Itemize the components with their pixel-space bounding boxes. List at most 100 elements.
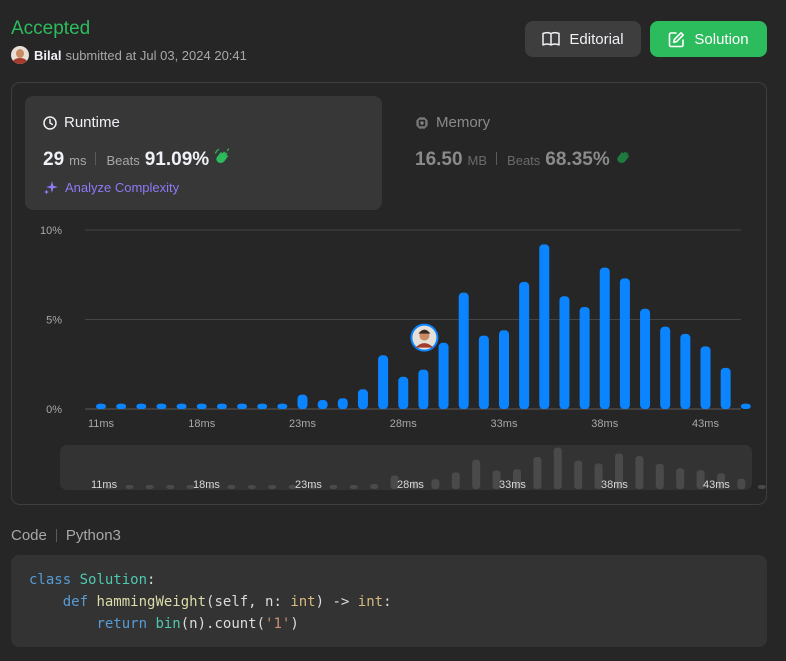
divider	[55, 529, 57, 542]
memory-beats-label: Beats	[507, 153, 541, 168]
chart-bar[interactable]	[418, 369, 429, 409]
runtime-metric: 29 ms Beats 91.09%	[43, 147, 231, 171]
chart-bar[interactable]	[357, 389, 368, 409]
book-icon	[542, 31, 561, 46]
editorial-label: Editorial	[569, 30, 624, 48]
chart-bar[interactable]	[257, 403, 268, 409]
analyze-complexity-link[interactable]: Analyze Complexity	[43, 179, 179, 195]
chart-bar[interactable]	[156, 403, 167, 409]
chart-bar[interactable]	[176, 403, 187, 409]
chart-bar[interactable]	[599, 267, 610, 409]
user-name[interactable]: Bilal	[34, 47, 62, 63]
chart-bar[interactable]	[277, 403, 288, 409]
results-panel	[11, 82, 767, 505]
avatar[interactable]	[11, 46, 29, 64]
submitter-info: Bilal submitted at Jul 03, 2024 20:41	[11, 46, 247, 64]
chart-bar[interactable]	[237, 403, 248, 409]
minimap-bar	[309, 485, 317, 489]
minimap-bar	[288, 485, 297, 489]
chart-bar[interactable]	[317, 400, 328, 409]
divider	[496, 152, 498, 165]
x-tick-label: 43ms	[692, 418, 719, 430]
user-position-avatar[interactable]	[410, 323, 439, 352]
chart-bar[interactable]	[640, 308, 651, 409]
chart-bar[interactable]	[378, 355, 389, 409]
minimap-label: 11ms	[91, 479, 118, 491]
minimap-bar	[390, 475, 399, 489]
minimap-bar	[268, 485, 277, 489]
chart-bar[interactable]	[216, 403, 227, 409]
minimap-bar	[227, 485, 236, 489]
chart-bar[interactable]	[478, 335, 489, 409]
code-line: def hammingWeight(self, n: int) -> int:	[62, 594, 392, 610]
chart-bar[interactable]	[539, 244, 550, 409]
submitted-time: submitted at Jul 03, 2024 20:41	[65, 47, 247, 63]
clock-icon	[43, 115, 57, 130]
memory-title-text: Memory	[436, 114, 491, 131]
editorial-button[interactable]: Editorial	[525, 21, 641, 57]
chart-bar[interactable]	[438, 342, 449, 409]
x-tick-label: 38ms	[591, 418, 618, 430]
chip-icon	[416, 116, 428, 129]
minimap-label: 38ms	[601, 479, 628, 491]
chart-bar[interactable]	[458, 292, 469, 409]
runtime-beats-pct: 91.09%	[144, 149, 210, 170]
chart-bar[interactable]	[499, 330, 509, 409]
minimap-bar	[737, 478, 746, 489]
y-tick-label: 0%	[46, 404, 62, 416]
code-header: Code Python3	[11, 527, 121, 544]
chart-bar[interactable]	[579, 306, 590, 409]
minimap-bar	[553, 447, 562, 489]
edit-icon	[669, 31, 685, 47]
minimap-bar	[145, 485, 154, 489]
minimap-bar	[472, 459, 481, 489]
memory-beats-pct: 68.35%	[545, 149, 610, 170]
minimap-bar	[451, 472, 460, 489]
chart-bar[interactable]	[337, 398, 348, 409]
minimap-bar	[676, 468, 685, 489]
runtime-value: 29	[43, 149, 65, 170]
chart-bar[interactable]	[116, 403, 127, 409]
chart-bar[interactable]	[297, 394, 308, 409]
minimap-label: 18ms	[193, 479, 220, 491]
chart-bar[interactable]	[559, 296, 570, 409]
y-tick-label: 5%	[46, 315, 62, 327]
solution-button[interactable]: Solution	[650, 21, 767, 57]
chart-bar[interactable]	[680, 333, 691, 409]
chart-bar[interactable]	[740, 403, 751, 409]
chart-bar[interactable]	[136, 403, 147, 409]
code-block[interactable]: class Solution: def hammingWeight(self, …	[11, 555, 767, 647]
memory-card[interactable]: Memory 16.50 MB Beats 68.35%	[397, 96, 754, 210]
minimap-bar	[105, 485, 113, 489]
minimap-label: 43ms	[703, 479, 730, 491]
divider	[95, 152, 97, 165]
minimap-bar	[247, 485, 256, 489]
x-tick-label: 33ms	[491, 418, 518, 430]
runtime-unit: ms	[69, 153, 87, 168]
minimap-bar	[370, 484, 379, 489]
memory-metric: 16.50 MB Beats 68.35%	[415, 147, 632, 171]
chart-bar[interactable]	[720, 367, 731, 409]
chart-bar[interactable]	[196, 403, 207, 409]
runtime-title-text: Runtime	[64, 114, 120, 131]
runtime-card[interactable]: Runtime 29 ms Beats 91.09% Analyze Compl…	[25, 96, 382, 210]
code-line: class Solution:	[29, 572, 156, 588]
chart-bar[interactable]	[660, 326, 671, 409]
minimap-bar	[655, 463, 664, 489]
chart-bar[interactable]	[700, 346, 711, 409]
submission-status: Accepted	[11, 18, 91, 39]
memory-title: Memory	[415, 114, 490, 131]
chart-bar[interactable]	[519, 281, 530, 409]
analyze-complexity-label: Analyze Complexity	[65, 179, 180, 195]
minimap-bar	[125, 485, 134, 489]
minimap-bar	[186, 485, 195, 489]
minimap-bar	[594, 463, 603, 489]
chart-bar[interactable]	[96, 403, 106, 409]
x-tick-label: 28ms	[390, 418, 417, 430]
memory-value: 16.50	[415, 149, 463, 170]
chart-bar[interactable]	[619, 278, 630, 409]
y-tick-label: 10%	[40, 225, 62, 237]
chart-bar[interactable]	[398, 376, 409, 409]
runtime-beats-label: Beats	[106, 153, 140, 168]
minimap-bar	[533, 457, 542, 489]
